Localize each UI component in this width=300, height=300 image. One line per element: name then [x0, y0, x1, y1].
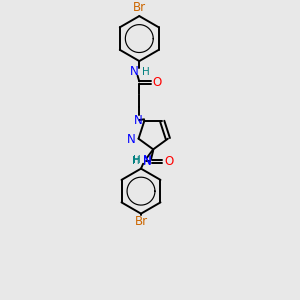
- Text: O: O: [164, 154, 173, 168]
- Text: N: N: [142, 154, 151, 168]
- Text: N: N: [130, 65, 138, 78]
- Text: O: O: [153, 76, 162, 89]
- Text: N: N: [127, 133, 136, 146]
- Text: N: N: [134, 114, 142, 127]
- Text: Br: Br: [134, 215, 148, 228]
- Text: N: N: [143, 154, 152, 166]
- Text: H: H: [142, 67, 150, 77]
- Text: H: H: [131, 156, 139, 166]
- Text: Br: Br: [133, 2, 146, 14]
- Text: H: H: [133, 155, 140, 165]
